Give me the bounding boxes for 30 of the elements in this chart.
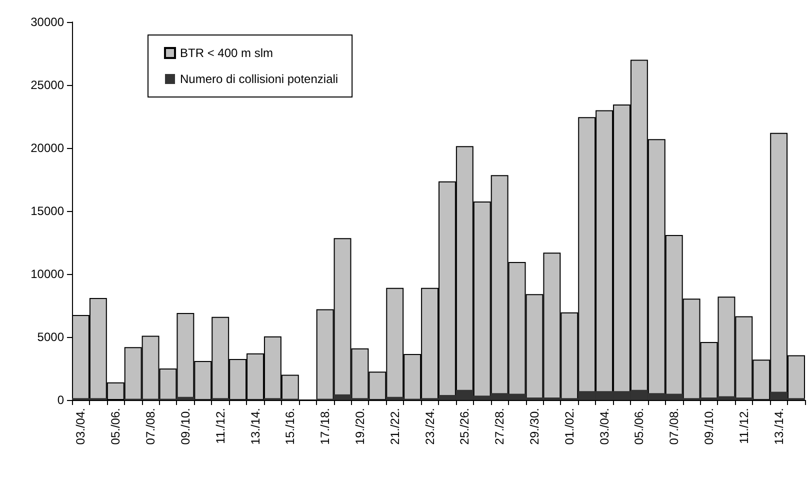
x-tick-label: 11./12. — [213, 408, 228, 444]
y-tick-label: 25000 — [30, 78, 64, 92]
x-tick-label: 15./16. — [283, 408, 298, 445]
y-tick-label: 15000 — [30, 204, 64, 218]
x-tick-label: 05./06. — [108, 408, 123, 445]
y-tick-label: 10000 — [30, 267, 64, 281]
x-tick-label: 07./08. — [667, 408, 682, 445]
y-tick-label: 5000 — [37, 330, 64, 344]
x-tick-label: 21./22. — [388, 408, 402, 445]
x-tick-label: 13./14. — [248, 408, 262, 445]
x-tick-label: 07./08. — [144, 408, 158, 445]
x-tick-label: 13./14. — [772, 408, 786, 445]
x-tick-label: 11./12. — [736, 408, 751, 444]
x-tick-label: 17./18. — [318, 408, 332, 445]
legend-label: BTR < 400 m slm — [180, 46, 274, 60]
x-tick-label: 03./04. — [597, 408, 612, 445]
x-tick-label: 05./06. — [632, 408, 646, 445]
x-tick-label: 09./10. — [178, 408, 192, 445]
legend-label: Numero di collisioni potenziali — [180, 72, 338, 86]
y-tick-label: 20000 — [30, 141, 64, 155]
x-tick-label: 29./30. — [527, 408, 542, 445]
y-tick-label: 0 — [57, 393, 64, 407]
x-tick-label: 23./24. — [422, 408, 437, 445]
x-tick-label: 27./28. — [492, 408, 507, 445]
x-tick-label: 09./10. — [702, 408, 716, 445]
x-tick-label: 19./20. — [352, 408, 367, 445]
y-tick-label: 30000 — [30, 15, 64, 29]
x-tick-label: 03./04. — [74, 408, 88, 445]
x-tick-label: 01./02. — [562, 408, 576, 445]
x-tick-label: 25./26. — [458, 408, 472, 445]
